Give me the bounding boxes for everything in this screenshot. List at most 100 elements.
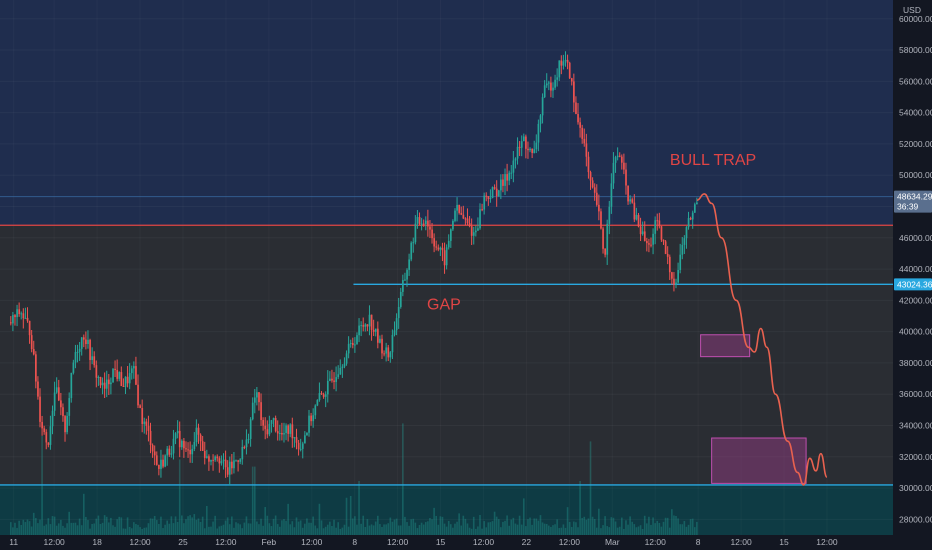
candle-body [85,339,87,344]
candle-body [128,373,131,384]
time-tick-label: 8 [352,537,357,547]
volume-bar [564,527,567,535]
volume-bar [174,516,177,535]
volume-bar [28,521,31,535]
volume-bar [414,522,417,535]
volume-bar [285,520,287,535]
time-tick-label: 12:00 [730,537,752,547]
volume-bar [687,524,690,535]
candle-body [456,204,458,211]
volume-bar [685,526,688,535]
candle-body [658,220,661,227]
volume-bar [393,519,396,535]
time-tick-label: 15 [436,537,446,547]
candle-body [454,210,456,221]
candle-body [543,85,546,98]
volume-bar [510,519,513,535]
candle-body [531,148,534,153]
volume-bar [147,523,150,535]
volume-bar [253,466,256,535]
candle-body [91,356,94,360]
volume-bar [383,524,385,535]
volume-bar [310,522,312,535]
volume-bar [304,523,306,535]
candle-body [174,433,177,439]
candle-body [393,330,396,335]
volume-bar [289,524,292,535]
candle-body [518,146,521,148]
volume-bar [241,528,244,535]
candle-body [537,123,540,143]
price-tick-label: 60000.00 [899,14,932,24]
candle-body [47,442,50,445]
candle-body [460,212,463,215]
candle-body [43,428,46,433]
volume-bar [522,498,525,535]
candle-body [377,328,379,343]
candle-body [176,430,179,434]
volume-bar [354,516,356,535]
volume-bar [583,516,586,535]
volume-bar [312,516,314,535]
candle-body [612,162,615,184]
candle-body [389,352,392,358]
candle-body [414,223,417,243]
candle-body [283,433,285,435]
volume-bar [608,527,611,535]
volume-bar [14,522,16,535]
volume-bar [62,525,64,535]
candle-body [187,449,189,451]
candle-body [74,352,77,363]
candle-body [452,220,454,230]
zone-lower [0,484,893,535]
candle-body [251,402,254,420]
candle-body [35,354,37,382]
candle-body [256,392,258,398]
time-tick-label: 8 [696,537,701,547]
volume-bar [185,519,187,535]
candle-body [66,415,69,433]
candle-body [218,458,221,464]
volume-bar [158,523,160,535]
candle-body [666,253,669,257]
volume-bar [587,518,590,535]
candle-body [485,195,488,197]
volume-bar [379,524,381,535]
volume-bar [404,516,406,535]
candle-body [89,339,91,360]
volume-bar [449,524,452,535]
candle-body [245,439,248,448]
candle-body [397,306,400,319]
volume-bar [276,524,279,535]
volume-bar [408,525,410,535]
candle-body [141,407,144,424]
candle-body [314,405,317,416]
volume-bar [333,519,335,535]
volume-bar [477,526,479,535]
volume-bar [68,511,70,535]
volume-bar [116,519,118,535]
candle-body [20,313,23,315]
candle-body [93,356,96,366]
candle-body [627,185,629,202]
volume-bar [533,518,536,535]
candle-body [583,138,586,144]
volume-bar [18,520,20,535]
price-axis: 28000.00 30000.00 32000.00 34000.00 36000.00… [894,5,932,524]
candle-body [333,380,335,382]
volume-bar [337,522,339,535]
volume-bar [618,526,621,535]
forecast-path [696,193,828,486]
volume-bar [366,519,369,535]
volume-bar [464,518,467,535]
time-tick-label: 18 [92,537,102,547]
time-tick-label: 15 [779,537,789,547]
volume-bar [495,516,498,535]
candle-body [472,232,475,236]
volume-bar [500,527,502,535]
volume-bar [281,520,283,535]
price-tick-label: 46000.00 [899,233,932,243]
time-tick-label: 12:00 [44,537,66,547]
